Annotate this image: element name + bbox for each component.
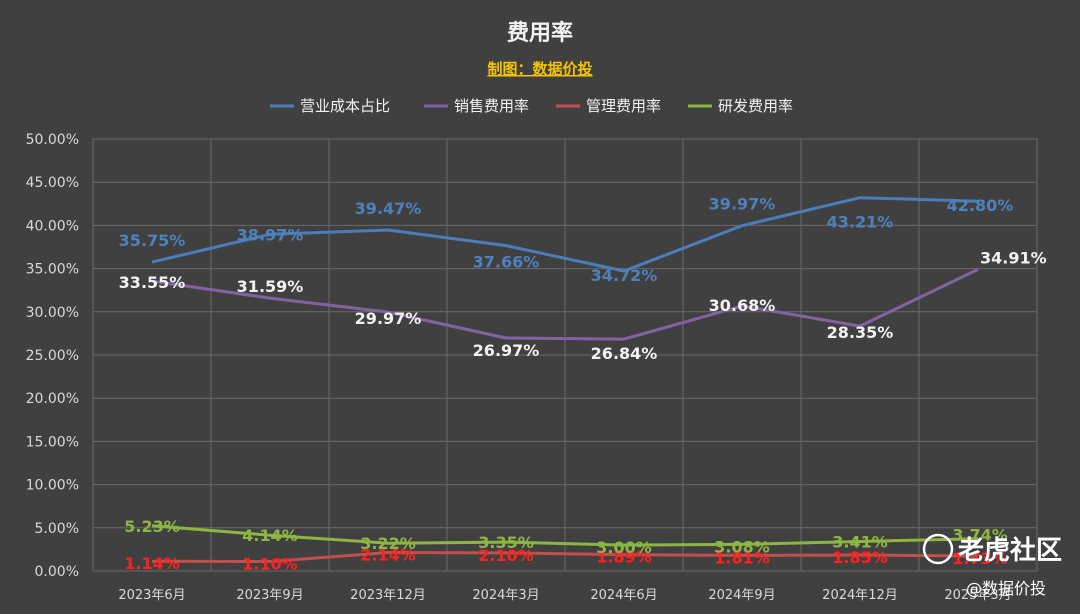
data-label: 26.97% (473, 341, 540, 360)
data-label: 31.59% (237, 277, 304, 296)
y-tick-label: 35.00% (26, 262, 79, 278)
data-label: 3.41% (832, 533, 888, 552)
y-tick-label: 50.00% (26, 132, 79, 148)
y-tick-label: 30.00% (26, 305, 79, 321)
legend-label: 销售费用率 (454, 97, 529, 115)
data-label: 34.91% (980, 248, 1047, 267)
data-labels: 35.75% 38.97% 39.47% 37.66% 34.72% 39.97% 43.2… (119, 195, 1047, 574)
series-line (151, 268, 979, 341)
legend: 营业成本占比 销售费用率 管理费用率 研发费用率 (270, 97, 793, 115)
data-label: 3.22% (360, 534, 416, 553)
y-tick-label: 40.00% (26, 218, 79, 234)
legend-label: 营业成本占比 (300, 97, 390, 115)
y-tick-label: 15.00% (26, 434, 79, 450)
data-label: 37.66% (473, 253, 540, 272)
series-line (151, 196, 979, 273)
x-tick-label: 2023年6月 (118, 588, 185, 603)
legend-label: 管理费用率 (586, 97, 661, 115)
legend-label: 研发费用率 (718, 97, 793, 115)
y-axis: 0.00% 5.00% 10.00% 15.00% 20.00% 25.00% 30.00%… (26, 132, 79, 580)
x-tick-label: 2024年6月 (590, 588, 657, 603)
data-label: 4.14% (242, 526, 298, 545)
x-tick-label: 2024年3月 (472, 588, 539, 603)
legend-item: 营业成本占比 (270, 97, 390, 115)
data-label: 1.14% (124, 554, 180, 573)
data-label: 3.35% (478, 533, 534, 552)
data-label: 29.97% (355, 309, 422, 328)
x-tick-label: 2023年9月 (236, 588, 303, 603)
tiger-logo-icon (922, 533, 954, 565)
series-line (151, 524, 979, 547)
data-label: 35.75% (119, 231, 186, 250)
legend-item: 销售费用率 (424, 97, 529, 115)
data-label: 3.00% (596, 538, 652, 557)
x-tick-label: 2023年12月 (350, 588, 426, 603)
legend-item: 研发费用率 (688, 97, 793, 115)
series-line (151, 551, 979, 563)
data-label: 2.14% (360, 546, 416, 565)
y-tick-label: 20.00% (26, 391, 79, 407)
data-label: 34.72% (591, 266, 658, 285)
data-label: 39.97% (709, 195, 776, 214)
y-tick-label: 10.00% (26, 478, 79, 494)
data-label: 39.47% (355, 199, 422, 218)
data-label: 43.21% (827, 213, 894, 232)
watermark-handle: @数据价投 (966, 579, 1046, 598)
x-tick-label: 2025年3月 (944, 588, 1011, 603)
x-tick-label: 2024年9月 (708, 588, 775, 603)
data-label: 2.10% (478, 546, 534, 565)
y-tick-label: 0.00% (35, 564, 79, 580)
x-tick-label: 2024年12月 (822, 588, 898, 603)
data-label: 1.81% (714, 548, 770, 567)
x-axis: 2023年6月 2023年9月 2023年12月 2024年3月 2024年6月 2024… (118, 588, 1011, 603)
data-label: 3.74% (952, 526, 1008, 545)
grid-lines (92, 138, 1038, 572)
data-label: 28.35% (827, 323, 894, 342)
data-label: 3.08% (714, 537, 770, 556)
plot-area (151, 196, 979, 563)
data-label: 1.10% (242, 554, 298, 573)
data-label: 38.97% (237, 225, 304, 244)
data-label: 26.84% (591, 344, 658, 363)
chart-title: 费用率 (507, 20, 573, 46)
y-tick-label: 25.00% (26, 348, 79, 364)
y-tick-label: 45.00% (26, 175, 79, 191)
y-tick-label: 5.00% (35, 521, 79, 537)
data-label: 33.55% (119, 273, 186, 292)
watermark-brand: 老虎社区 (958, 535, 1062, 566)
data-label: 30.68% (709, 296, 776, 315)
watermark: 老虎社区 @数据价投 (922, 533, 1062, 598)
chart-subtitle: 制图：数据价投 (487, 60, 592, 78)
data-label: 1.85% (832, 548, 888, 567)
data-label: 1.89% (596, 548, 652, 567)
legend-item: 管理费用率 (556, 97, 661, 115)
data-label: 42.80% (947, 196, 1014, 215)
data-label: 5.23% (124, 517, 180, 536)
data-label: 1.73% (952, 549, 1008, 568)
